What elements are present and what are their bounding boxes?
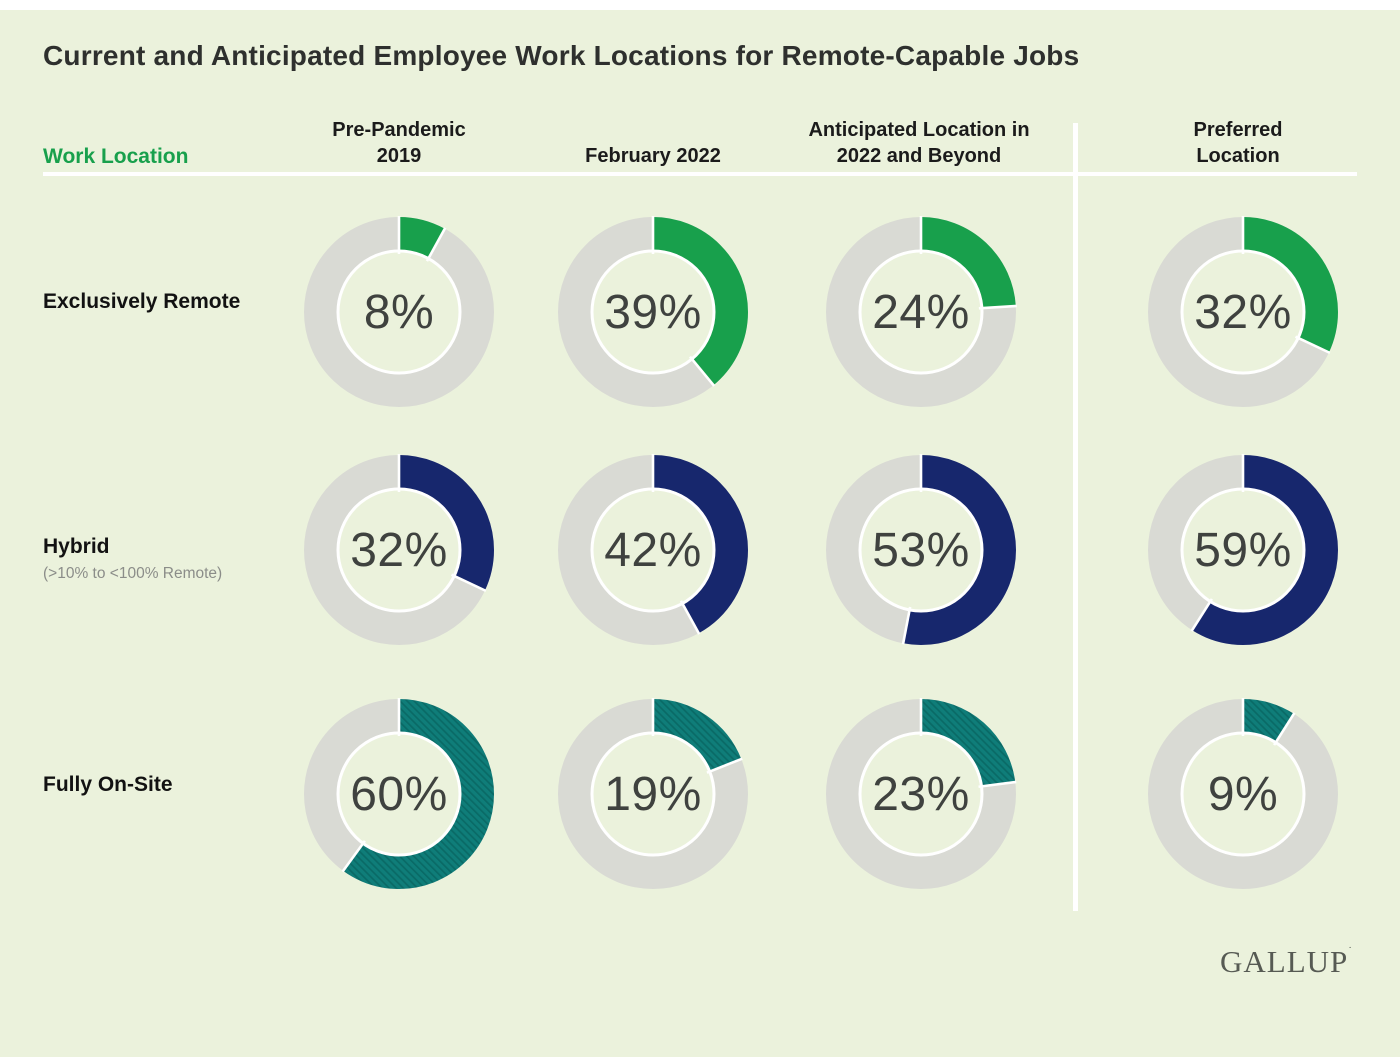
- donut-hybrid-february-2022: 42%: [558, 454, 748, 645]
- donut-value-label: 9%: [1207, 767, 1279, 821]
- trademark-mark: ˙: [1348, 945, 1353, 957]
- donut-svg: [1148, 698, 1338, 889]
- donut-fully-on-site-pre-pandemic-2019: 60%: [304, 698, 494, 889]
- donut-fully-on-site-february-2022: 19%: [558, 698, 748, 889]
- column-header-anticipated-location: Anticipated Location in 2022 and Beyond: [808, 119, 1030, 167]
- donut-svg: [558, 216, 748, 407]
- donut-value-label: 19%: [604, 767, 702, 821]
- row-sublabel-text: (>10% to <100% Remote): [43, 565, 223, 582]
- row-label-text: Exclusively Remote: [43, 290, 241, 313]
- gallup-logo: GALLUP˙: [1220, 944, 1353, 980]
- donut-value-label: 32%: [1194, 285, 1292, 339]
- preferred-location-divider-line: [1073, 123, 1078, 911]
- donut-value-label: 42%: [604, 523, 702, 577]
- row-label-exclusively-remote: Exclusively Remote: [43, 289, 303, 315]
- column-header-february-2022: February 2022: [585, 145, 721, 167]
- chart-title: Current and Anticipated Employee Work Lo…: [43, 40, 1080, 71]
- gallup-logo-text: GALLUP: [1220, 944, 1349, 979]
- donut-svg: [826, 454, 1016, 645]
- donut-value-label: 60%: [350, 767, 448, 821]
- donut-svg: [304, 454, 494, 645]
- row-label-fully-on-site: Fully On-Site: [43, 772, 303, 798]
- row-label-hybrid: Hybrid (>10% to <100% Remote): [43, 534, 303, 583]
- donut-svg: [1148, 216, 1338, 407]
- donut-fully-on-site-anticipated-location-in-2022-and-beyond: 23%: [826, 698, 1017, 889]
- donut-svg: [826, 216, 1017, 407]
- donut-exclusively-remote-pre-pandemic-2019: 8%: [304, 216, 494, 407]
- column-header-preferred-location: Preferred Location: [1193, 119, 1283, 167]
- donut-hybrid-anticipated-location-in-2022-and-beyond: 53%: [826, 454, 1016, 645]
- donut-value-label: 53%: [872, 523, 970, 577]
- donut-svg: [826, 698, 1017, 889]
- donut-svg: [304, 698, 494, 889]
- donut-exclusively-remote-anticipated-location-in-2022-and-beyond: 24%: [826, 216, 1017, 407]
- work-location-label: Work Location: [43, 145, 189, 168]
- donut-value-label: 59%: [1194, 523, 1292, 577]
- donut-value-label: 32%: [350, 523, 448, 577]
- donut-svg: [304, 216, 494, 407]
- header-divider-line: [43, 172, 1357, 176]
- column-header-pre-pandemic-2019: Pre-Pandemic 2019: [332, 119, 466, 167]
- donut-value-label: 23%: [872, 767, 970, 821]
- donut-svg: [1148, 454, 1338, 645]
- donut-hybrid-preferred-location: 59%: [1148, 454, 1338, 645]
- donut-svg: [558, 454, 748, 645]
- donut-exclusively-remote-preferred-location: 32%: [1148, 216, 1338, 407]
- donut-exclusively-remote-february-2022: 39%: [558, 216, 748, 407]
- donut-value-label: 24%: [872, 285, 970, 339]
- donut-fully-on-site-preferred-location: 9%: [1148, 698, 1338, 889]
- donut-hybrid-pre-pandemic-2019: 32%: [304, 454, 494, 645]
- row-label-text: Hybrid: [43, 535, 110, 558]
- donut-value-label: 39%: [604, 285, 702, 339]
- row-label-text: Fully On-Site: [43, 773, 173, 796]
- donut-value-label: 8%: [363, 285, 435, 339]
- donut-svg: [558, 698, 748, 889]
